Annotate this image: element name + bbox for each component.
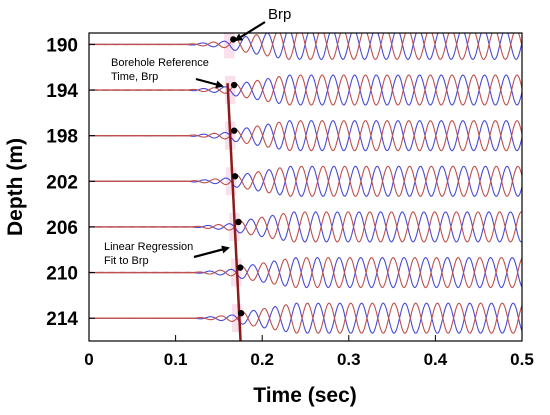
brp-marker [231,173,239,180]
brp-marker [230,127,238,134]
brp-highlight [224,33,235,59]
y-tick-label: 198 [46,127,78,148]
brp-marker [230,81,238,89]
regression-annotation-line1: Linear Regression [104,241,193,253]
brp-markers [230,36,245,317]
y-tick-label: 210 [46,264,78,285]
x-tick-label: 0 [84,350,93,369]
seismic-traces [89,33,522,334]
x-axis-ticks: 0 0.1 0.2 0.3 0.4 0.5 [84,335,534,369]
brp-marker [237,264,244,271]
borehole-annotation-line2: Time, Brp [111,71,158,83]
borehole-arrow [195,77,224,89]
x-tick-label: 0.1 [164,350,188,369]
x-tick-label: 0.3 [337,350,361,369]
plot-frame [88,32,523,342]
brp-marker [230,36,237,43]
y-tick-label: 214 [46,309,78,330]
y-tick-label: 190 [46,35,78,56]
borehole-annotation-line1: Borehole Reference [111,57,209,69]
x-tick-label: 0.2 [250,350,274,369]
regression-annotation-line2: Fit to Brp [104,255,149,267]
brp-annotation: Brp [268,6,291,23]
x-axis-label: Time (sec) [253,384,357,407]
x-tick-label: 0.5 [510,350,534,369]
brp-marker [235,218,242,226]
x-tick-label: 0.4 [424,350,448,369]
brp-arrow [234,21,266,42]
regression-line [226,83,242,342]
y-axis-label: Depth (m) [4,138,27,236]
y-axis-ticks: 190 194 198 202 206 210 214 [46,35,95,330]
y-tick-label: 206 [46,218,78,239]
brp-marker [237,309,245,317]
regression-arrow [193,245,230,259]
y-tick-label: 194 [46,81,78,102]
y-tick-label: 202 [46,172,78,193]
